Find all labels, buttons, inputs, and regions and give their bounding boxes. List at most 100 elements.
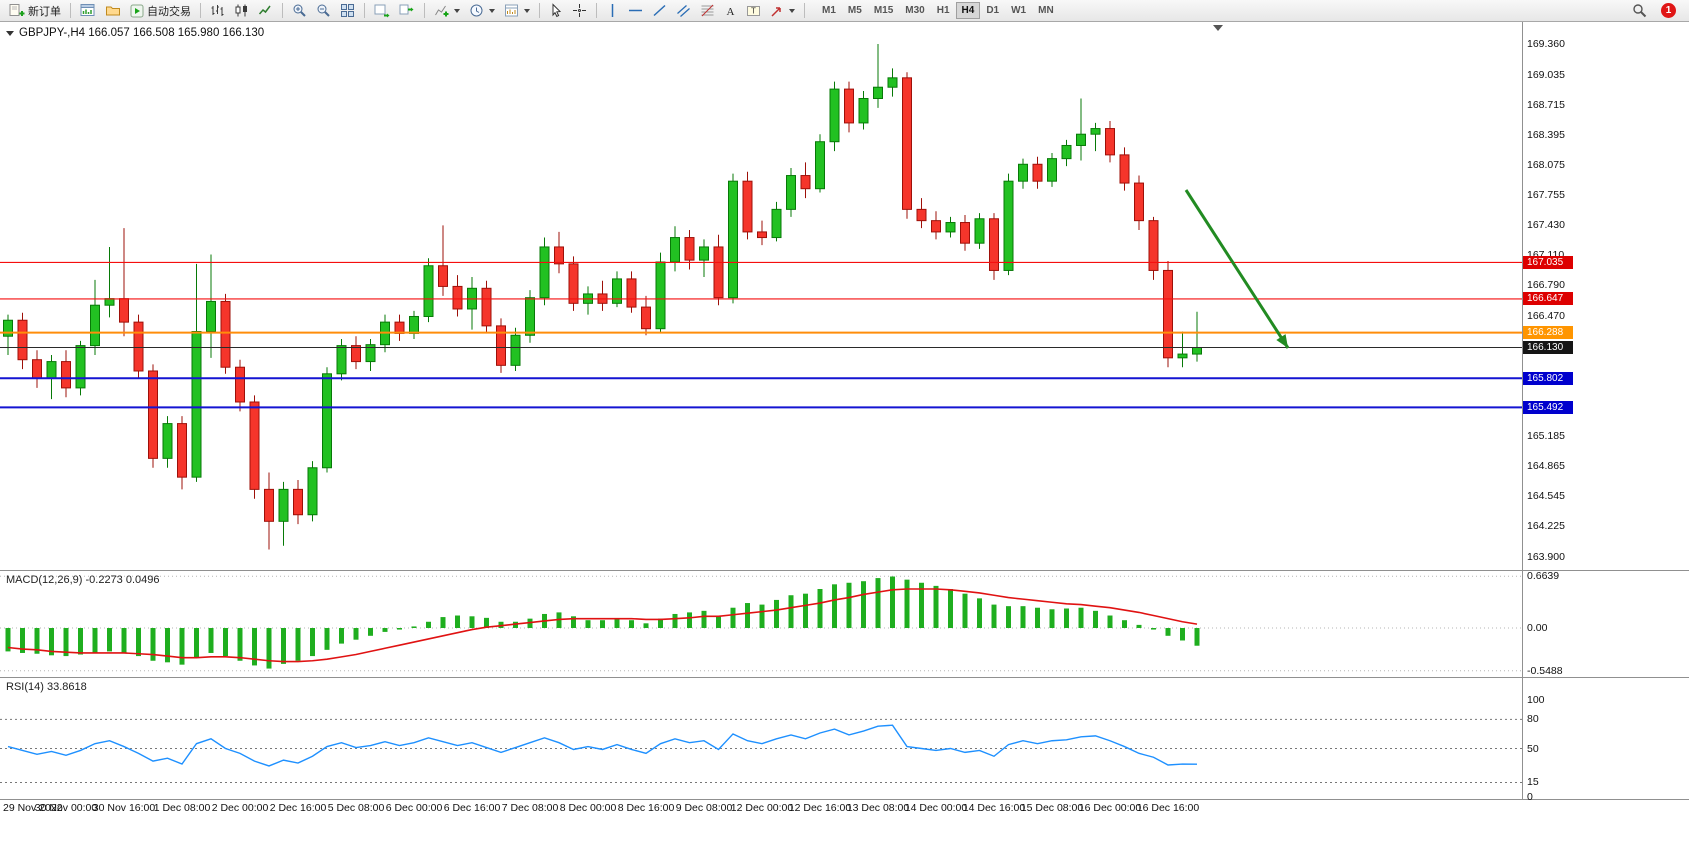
price-axis-label: 163.900	[1527, 551, 1565, 564]
price-axis-label: 165.185	[1527, 430, 1565, 443]
line-chart-button[interactable]	[254, 1, 277, 20]
timeframe-mn[interactable]: MN	[1032, 2, 1060, 19]
notification-badge[interactable]: 1	[1661, 3, 1676, 18]
price-axis-label: 167.755	[1527, 188, 1565, 201]
chevron-down-icon	[524, 8, 530, 13]
text-label-tool[interactable]: T	[742, 1, 765, 20]
timeframe-toolbar: M1 M5 M15 M30 H1 H4 D1 W1 MN	[816, 2, 1060, 19]
price-tag: 165.802	[1523, 371, 1573, 385]
macd-signal-value: 0.0496	[125, 574, 160, 586]
periods-button[interactable]	[465, 1, 499, 20]
new-order-button[interactable]: 新订单	[5, 1, 65, 20]
crosshair-button[interactable]	[568, 1, 591, 20]
separator	[200, 3, 201, 18]
tile-windows-button[interactable]	[336, 1, 359, 20]
price-tag: 166.288	[1523, 326, 1573, 340]
timeframe-m15[interactable]: M15	[868, 2, 899, 19]
rsi-axis-label: 50	[1527, 742, 1539, 755]
time-axis-label: 5 Dec 08:00	[327, 802, 385, 814]
time-axis-label: 9 Dec 08:00	[675, 802, 733, 814]
macd-label: MACD(12,26,9) -0.2273 0.0496	[6, 574, 160, 586]
time-axis-label: 1 Dec 08:00	[153, 802, 211, 814]
symbol-dropdown-icon[interactable]	[6, 31, 14, 36]
time-axis-label: 16 Dec 16:00	[1136, 802, 1200, 814]
time-axis-label: 30 Nov 00:00	[34, 802, 98, 814]
panel-splitter[interactable]	[0, 677, 1689, 678]
time-axis-label: 6 Dec 16:00	[443, 802, 501, 814]
separator	[424, 3, 425, 18]
price-axis-label: 168.395	[1527, 128, 1565, 141]
search-button[interactable]	[1628, 1, 1651, 20]
macd-panel-canvas[interactable]	[0, 571, 1522, 677]
macd-name: MACD(12,26,9)	[6, 574, 83, 586]
bar-chart-button[interactable]	[206, 1, 229, 20]
price-axis-label: 164.225	[1527, 520, 1565, 533]
arrows-icon	[771, 6, 781, 17]
time-axis-label: 14 Dec 00:00	[904, 802, 968, 814]
text-icon: A	[727, 6, 735, 18]
timeframe-w1[interactable]: W1	[1005, 2, 1032, 19]
periods-clock-icon	[470, 4, 483, 17]
channel-tool[interactable]	[672, 1, 695, 20]
timeframe-d1[interactable]: D1	[980, 2, 1005, 19]
zoom-in-button[interactable]	[288, 1, 311, 20]
vertical-line-icon	[611, 4, 614, 17]
time-axis-label: 13 Dec 08:00	[846, 802, 910, 814]
indicators-button[interactable]	[430, 1, 464, 20]
toolbar-right-group: 1	[1628, 1, 1684, 20]
profiles-button[interactable]	[101, 1, 125, 20]
cursor-icon	[552, 3, 562, 18]
autoscroll-button[interactable]	[370, 1, 394, 20]
zoom-out-button[interactable]	[312, 1, 335, 20]
separator	[282, 3, 283, 18]
time-axis-label: 2 Dec 00:00	[211, 802, 269, 814]
chart-window-icon	[80, 4, 95, 16]
templates-button[interactable]	[500, 1, 534, 20]
time-axis-label: 12 Dec 16:00	[788, 802, 852, 814]
time-axis-label: 15 Dec 08:00	[1020, 802, 1084, 814]
zoom-in-icon	[293, 4, 306, 17]
vertical-line-tool[interactable]	[602, 1, 623, 20]
price-chart-canvas[interactable]	[0, 22, 1522, 570]
timeframe-h1[interactable]: H1	[931, 2, 956, 19]
ohlc-values: 166.057 166.508 165.980 166.130	[88, 27, 265, 39]
tile-windows-icon	[341, 4, 354, 17]
price-axis-label: 166.470	[1527, 309, 1565, 322]
charts-button[interactable]	[76, 1, 100, 20]
price-tag: 166.647	[1523, 292, 1573, 306]
cursor-button[interactable]	[545, 1, 567, 20]
bar-chart-icon	[211, 5, 224, 16]
autotrading-label: 自动交易	[147, 5, 191, 18]
separator	[70, 3, 71, 18]
price-axis-label: 169.035	[1527, 68, 1565, 81]
rsi-axis-label: 15	[1527, 776, 1539, 789]
text-tool[interactable]: A	[720, 1, 741, 20]
chart-shift-icon	[399, 4, 414, 15]
time-axis-label: 14 Dec 16:00	[962, 802, 1026, 814]
macd-axis-label: 0.00	[1527, 622, 1548, 634]
timeframe-m5[interactable]: M5	[842, 2, 868, 19]
separator	[539, 3, 540, 18]
panel-splitter[interactable]	[0, 570, 1689, 571]
macd-main-value: -0.2273	[85, 574, 123, 586]
time-axis-label: 8 Dec 00:00	[559, 802, 617, 814]
autotrading-button[interactable]: 自动交易	[126, 1, 195, 20]
candlestick-chart-button[interactable]	[230, 1, 253, 20]
trendline-tool[interactable]	[648, 1, 671, 20]
time-axis-border	[0, 799, 1689, 800]
chart-shift-button[interactable]	[395, 1, 419, 20]
timeframe-m30[interactable]: M30	[899, 2, 930, 19]
price-axis-label: 166.790	[1527, 279, 1565, 292]
timeframe-h4[interactable]: H4	[955, 2, 981, 19]
fibonacci-tool[interactable]	[696, 1, 719, 20]
rsi-axis-label: 80	[1527, 713, 1539, 726]
macd-signal-line	[7, 588, 1198, 663]
rsi-panel-canvas[interactable]	[0, 678, 1522, 799]
chevron-down-icon	[489, 8, 495, 13]
new-order-label: 新订单	[28, 5, 61, 18]
timeframe-m1[interactable]: M1	[816, 2, 842, 19]
price-axis-label: 169.360	[1527, 38, 1565, 50]
arrows-tool[interactable]	[766, 1, 799, 20]
horizontal-line-tool[interactable]	[624, 1, 647, 20]
